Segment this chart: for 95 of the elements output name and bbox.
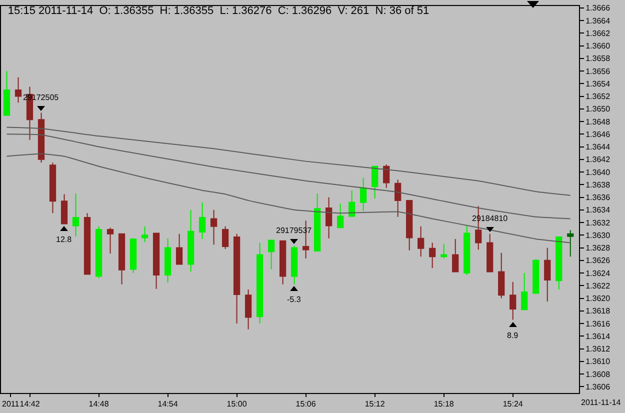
candlestick (279, 240, 286, 285)
candlestick (130, 238, 137, 274)
line-series (6, 126, 571, 196)
candlestick (222, 226, 229, 250)
candlestick (567, 230, 574, 258)
candlestick (521, 272, 528, 310)
x-tick-label: 14:42 (20, 400, 40, 409)
chart-title: 15:15 2011-11-14 O: 1.36355 H: 1.36355 L: 1.36276 C: 1.36296 V: 261 N: 36 of 51 (8, 4, 430, 17)
candlestick (510, 281, 516, 320)
candlestick (95, 226, 102, 279)
text: 2011-11-14 (581, 398, 622, 407)
candlestick (326, 196, 332, 239)
candlestick (187, 209, 194, 272)
y-tick-label: 1.3664 (586, 16, 611, 26)
candlestick (429, 242, 436, 268)
x-tick-label: 14:48 (88, 400, 110, 409)
y-tick-label: 1.3654 (586, 79, 611, 88)
candlestick (544, 247, 551, 302)
candlestick (38, 112, 45, 164)
y-tick-label: 1.3618 (586, 306, 611, 316)
candlestick (394, 179, 402, 218)
x-tick-label: 15:00 (226, 400, 248, 409)
y-tick-label: 1.3610 (586, 357, 611, 366)
y-tick-label: 1.3620 (586, 294, 611, 304)
candlestick (383, 164, 390, 188)
y-tick-label: 1.3608 (586, 370, 611, 379)
candlestick (14, 76, 22, 104)
candlestick (440, 244, 448, 260)
annotation: 8.9 (507, 331, 519, 340)
x-tick-label: 14:54 (158, 400, 178, 409)
candlestick (210, 209, 218, 246)
x-tick-label: 15:24 (502, 400, 524, 409)
candlestick (141, 226, 148, 243)
y-tick-label: 1.3666 (586, 4, 611, 13)
candlestick (198, 202, 206, 240)
line-series (6, 134, 571, 220)
candlestick (337, 203, 344, 228)
x-tick-label: 15:18 (434, 400, 454, 409)
y-tick-label: 1.3656 (586, 66, 611, 76)
candlestick (60, 194, 68, 224)
candlestick (256, 242, 264, 324)
y-tick-label: 1.3658 (586, 54, 611, 64)
candlestick (164, 238, 172, 284)
y-tick-label: 1.3662 (586, 28, 611, 38)
y-tick-label: 1.3630 (586, 230, 611, 240)
y-tick-label: 1.3634 (586, 206, 611, 215)
candlestick (556, 236, 562, 290)
y-tick-label: 1.3632 (586, 218, 611, 228)
candlestick (406, 200, 413, 251)
candlestick (372, 166, 378, 200)
candlestick (464, 225, 470, 276)
x-tick-label: 2011 (2, 400, 20, 409)
y-tick-label: 1.3644 (586, 142, 611, 152)
annotation: -5.3 (287, 295, 302, 304)
candlestick (314, 193, 321, 252)
candlestick (118, 233, 126, 285)
candlestick (233, 233, 240, 324)
y-tick-label: 1.3624 (586, 268, 611, 278)
candlestick (3, 70, 10, 116)
candlestick (291, 245, 298, 285)
y-tick-label: 1.3612 (586, 344, 611, 354)
candlestick (72, 193, 80, 237)
y-tick-label: 1.3660 (586, 42, 611, 51)
candlestick (152, 232, 160, 290)
y-tick-label: 1.3622 (586, 281, 611, 290)
annotation: 12.8 (56, 235, 72, 244)
y-tick-label: 1.3646 (586, 130, 611, 139)
candlestick (106, 227, 114, 254)
candlestick (486, 233, 494, 272)
candlestick (498, 252, 505, 299)
candlestick (49, 162, 56, 214)
candlestick (84, 212, 91, 275)
y-tick-label: 1.3636 (586, 193, 611, 202)
y-tick-label: 1.3638 (586, 180, 611, 190)
y-tick-label: 1.3606 (586, 382, 611, 392)
x-tick-label: 15:06 (296, 400, 316, 409)
y-tick-label: 1.3650 (586, 104, 611, 114)
y-tick-label: 1.3628 (586, 244, 611, 253)
y-tick-label: 1.3652 (586, 92, 611, 102)
candlestick (532, 258, 540, 294)
y-tick-label: 1.3626 (586, 256, 611, 266)
y-tick-label: 1.3640 (586, 168, 611, 177)
y-tick-label: 1.3614 (586, 332, 611, 341)
candlestick (360, 177, 367, 212)
line-series (6, 153, 571, 244)
candlestick (418, 226, 424, 258)
y-tick-label: 1.3616 (586, 319, 611, 328)
candlestick (176, 233, 183, 265)
candlestick (348, 190, 356, 217)
candlestick (244, 288, 252, 330)
candlestick (452, 238, 459, 272)
candlestick (268, 240, 275, 270)
y-tick-label: 1.3648 (586, 117, 611, 126)
x-tick-label: 15:12 (364, 400, 386, 409)
y-tick-label: 1.3642 (586, 155, 611, 164)
